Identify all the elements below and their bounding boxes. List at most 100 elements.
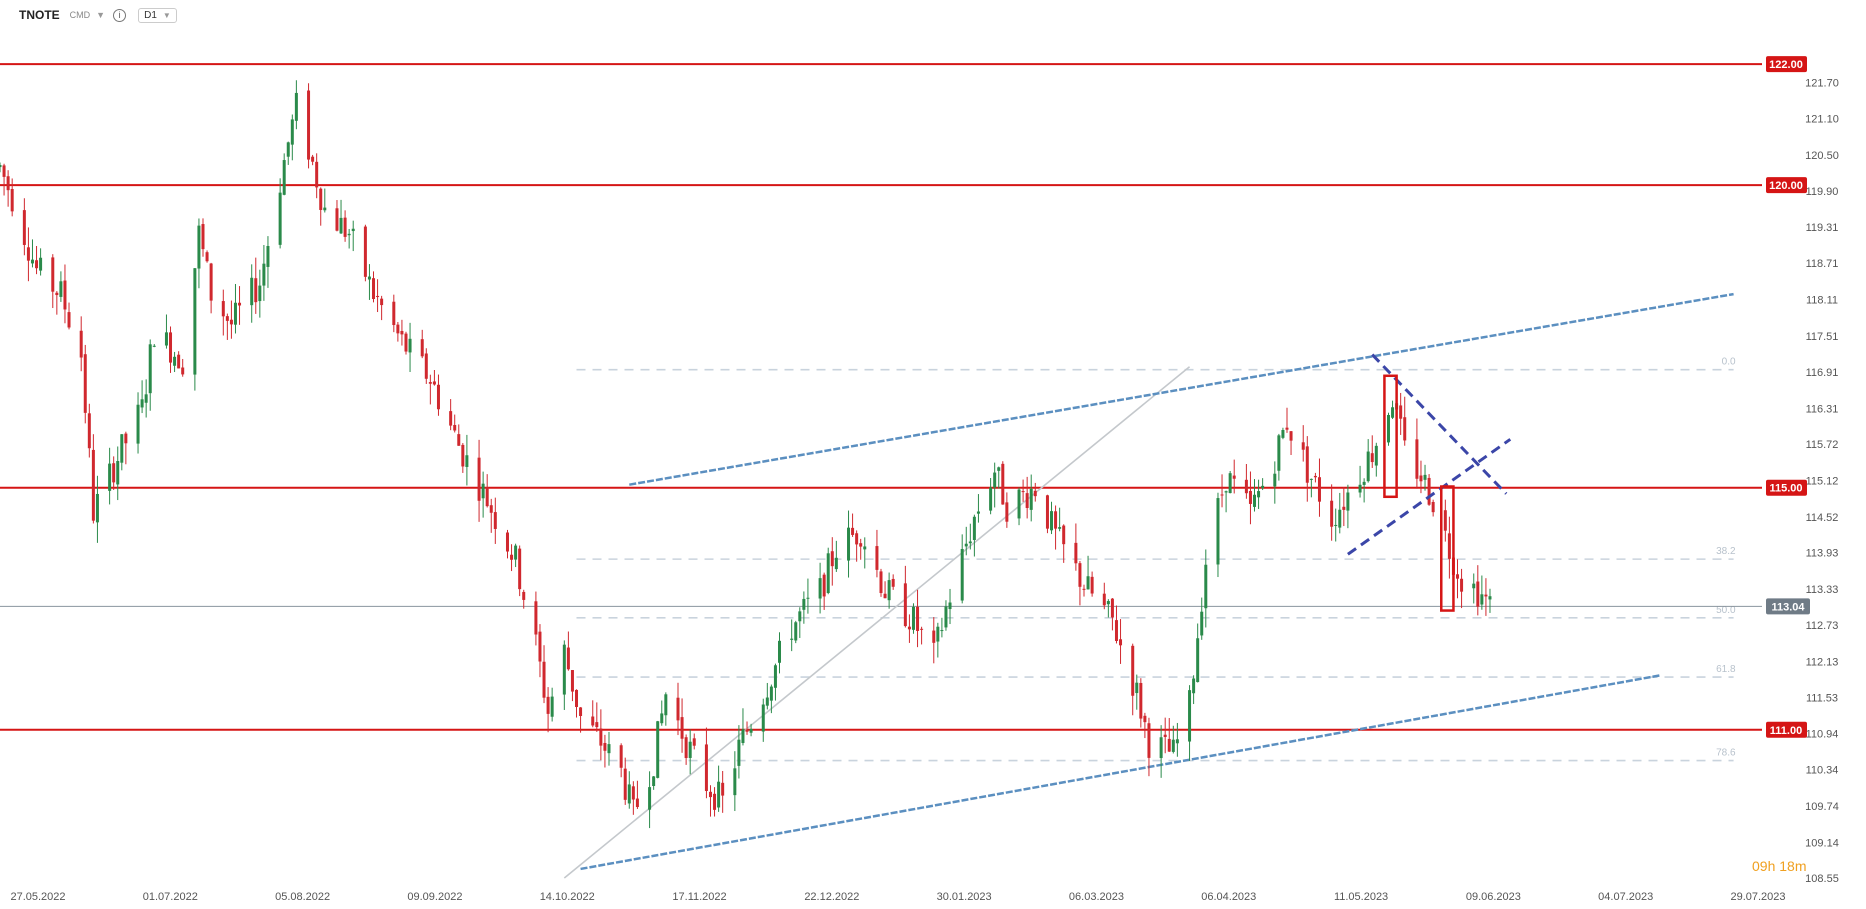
key-level-label: 115.00 <box>1769 483 1802 495</box>
candle-body <box>1248 490 1252 504</box>
candle-body <box>339 217 343 234</box>
candle-body <box>144 394 148 403</box>
x-tick-label: 09.09.2022 <box>407 891 462 903</box>
candle-body <box>1423 474 1427 480</box>
timeframe-select[interactable]: D1 ▼ <box>138 7 177 23</box>
candle-body <box>1050 511 1054 531</box>
candle-body <box>806 597 810 599</box>
candle-body <box>566 647 570 670</box>
candle-body <box>1399 405 1403 419</box>
candle-body <box>761 704 765 732</box>
candle-body <box>404 333 408 352</box>
candle-body <box>1431 501 1435 513</box>
caret-down-icon[interactable]: ▼ <box>96 10 106 20</box>
y-tick-label: 121.70 <box>1805 77 1839 89</box>
candle-body <box>1403 417 1407 441</box>
chart-header: TNOTE CMD ▼ i D1 ▼ <box>0 0 1866 30</box>
candle-body <box>875 546 879 570</box>
candle-body <box>112 463 116 483</box>
triangle-lower-line <box>1347 438 1512 556</box>
candle-body <box>209 263 213 301</box>
y-tick-label: 120.50 <box>1805 150 1839 162</box>
candle-body <box>940 630 944 632</box>
candle-body <box>1228 473 1232 494</box>
candle-body <box>879 571 883 594</box>
candle-body <box>477 457 481 501</box>
candle-body <box>55 292 59 296</box>
candle-body <box>619 745 623 768</box>
candle-body <box>993 472 997 488</box>
candle-body <box>664 694 668 716</box>
candle-body <box>238 302 242 306</box>
candle-body <box>449 411 453 426</box>
candle-body <box>221 301 225 317</box>
candle-body <box>1192 678 1196 694</box>
candle-body <box>1472 583 1476 589</box>
candle-body <box>968 541 972 544</box>
candle-body <box>887 580 891 601</box>
candle-body <box>1366 451 1370 482</box>
candle-body <box>1370 453 1374 463</box>
candle-body <box>1033 490 1037 497</box>
candle-body <box>1224 491 1228 493</box>
x-tick-label: 14.10.2022 <box>540 891 595 903</box>
symbol-label[interactable]: TNOTE <box>19 8 60 22</box>
candle-body <box>1131 645 1135 696</box>
candle-body <box>916 606 920 631</box>
candle-body <box>794 622 798 641</box>
key-level-tag <box>1766 177 1807 194</box>
candle-body <box>30 259 34 264</box>
candle-countdown: 09h 18m <box>1752 858 1807 874</box>
candle-body <box>538 631 542 662</box>
x-tick-label: 17.11.2022 <box>672 891 726 903</box>
candle-body <box>262 263 266 286</box>
candle-body <box>481 483 485 499</box>
candle-body <box>1159 737 1163 759</box>
y-tick-label: 113.33 <box>1806 584 1839 596</box>
candle-body <box>59 281 63 297</box>
candle-body <box>1017 489 1021 519</box>
highlight-box <box>1383 374 1398 499</box>
fib-level-label: 50.0 <box>1716 605 1736 616</box>
candle-body <box>713 793 717 810</box>
candle-body <box>822 574 826 597</box>
candle-body <box>1232 475 1236 479</box>
candle-body <box>745 729 749 732</box>
candle-body <box>26 247 30 261</box>
candle-body <box>1480 594 1484 605</box>
candle-body <box>1391 407 1395 418</box>
candle-body <box>1488 596 1492 600</box>
key-level-tag <box>1766 721 1807 738</box>
candle-body <box>420 339 424 357</box>
candle-body <box>152 345 156 347</box>
candle-body <box>680 717 684 739</box>
info-icon[interactable]: i <box>113 8 127 22</box>
y-tick-label: 118.11 <box>1806 295 1838 307</box>
candle-body <box>1188 690 1192 742</box>
candle-body <box>225 316 229 321</box>
candle-body <box>1317 477 1321 502</box>
candle-body <box>177 354 181 369</box>
candle-body <box>652 776 656 786</box>
highlight-box <box>1440 485 1455 612</box>
key-level-label: 120.00 <box>1769 180 1803 192</box>
candle-body <box>432 381 436 385</box>
candle-body <box>233 302 237 325</box>
candle-body <box>1216 498 1220 565</box>
candle-body <box>972 516 976 540</box>
candle-body <box>1045 495 1049 529</box>
candle-body <box>319 188 323 210</box>
candle-body <box>363 226 367 277</box>
candle-body <box>903 583 907 627</box>
candle-body <box>859 543 863 547</box>
candle-body <box>1171 739 1175 752</box>
candle-body <box>883 593 887 599</box>
candle-body <box>193 268 197 375</box>
candle-body <box>920 628 924 630</box>
candle-body <box>1415 439 1419 479</box>
candle-body <box>396 324 400 334</box>
candle-body <box>1244 479 1248 494</box>
candle-body <box>1021 491 1025 493</box>
candle-body <box>514 545 518 560</box>
